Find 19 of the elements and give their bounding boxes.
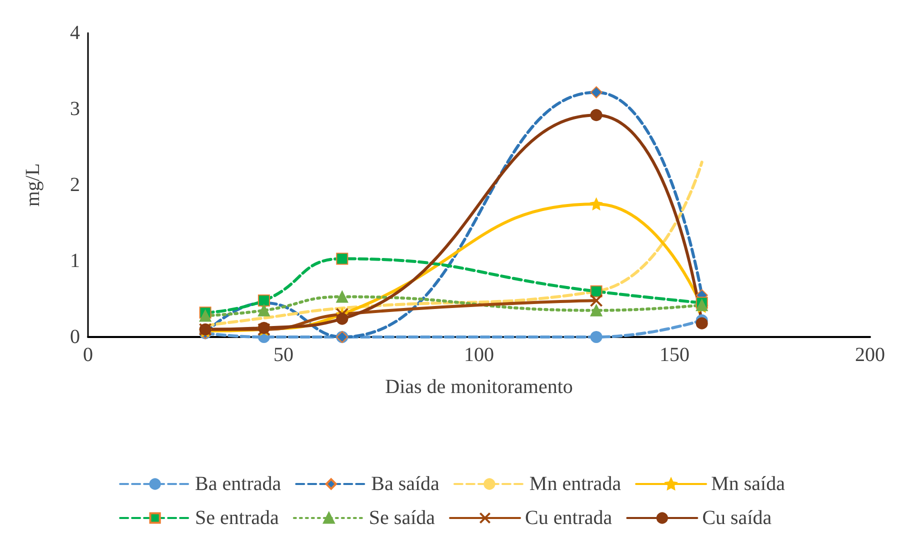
- x-tick-label: 50: [274, 344, 294, 366]
- legend-label: Cu saída: [702, 507, 772, 529]
- legend-label: Se saída: [368, 507, 436, 529]
- x-axis-title: Dias de monitoramento: [385, 376, 573, 398]
- y-axis-title: mg/L: [22, 163, 44, 207]
- legend-label: Mn entrada: [529, 473, 622, 495]
- y-tick-label: 1: [70, 250, 80, 272]
- legend-label: Se entrada: [195, 507, 280, 529]
- x-tick-label: 200: [855, 344, 885, 366]
- legend-label: Ba saída: [371, 473, 440, 495]
- y-tick-label: 3: [70, 98, 80, 120]
- x-tick-label: 150: [660, 344, 690, 366]
- y-tick-label: 4: [70, 22, 80, 44]
- y-tick-label: 0: [70, 326, 80, 348]
- x-tick-label: 100: [464, 344, 494, 366]
- legend-label: Ba entrada: [195, 473, 282, 495]
- legend-label: Cu entrada: [525, 507, 612, 529]
- legend-label: Mn saída: [711, 473, 786, 495]
- y-tick-label: 2: [70, 174, 80, 196]
